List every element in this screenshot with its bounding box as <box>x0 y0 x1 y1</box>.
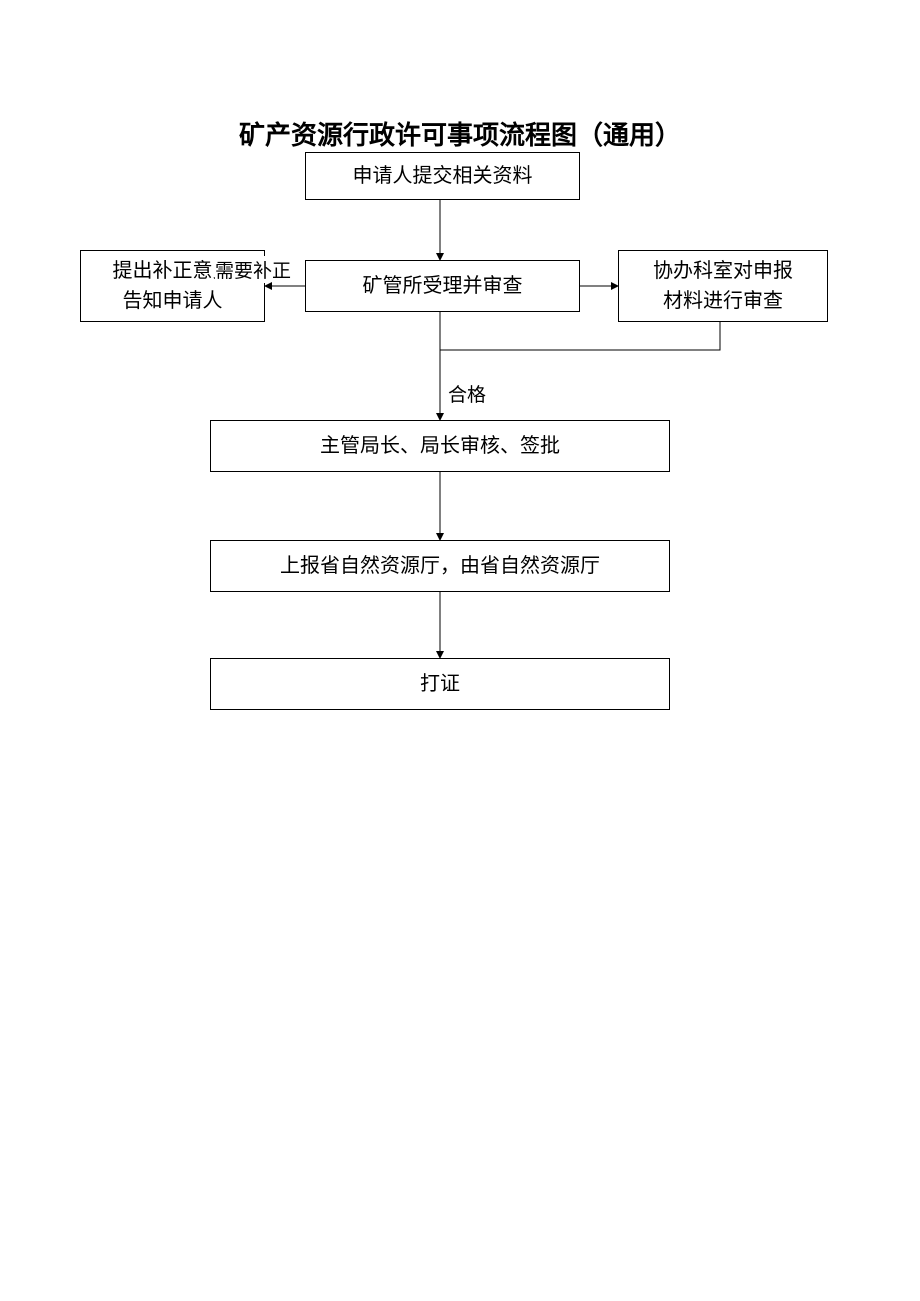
node-issue-cert: 打证 <box>210 658 670 710</box>
node-report-province: 上报省自然资源厅，由省自然资源厅 <box>210 540 670 592</box>
node-assist-review: 协办科室对申报材料进行审查 <box>618 250 828 322</box>
node-director-approve: 主管局长、局长审核、签批 <box>210 420 670 472</box>
node-submit-materials: 申请人提交相关资料 <box>305 152 580 200</box>
flowchart-title: 矿产资源行政许可事项流程图（通用） <box>0 115 920 152</box>
edge-label-correction: 需要补正 <box>215 256 291 283</box>
node-review: 矿管所受理并审查 <box>305 260 580 312</box>
edge-label-qualified: 合格 <box>448 380 486 407</box>
